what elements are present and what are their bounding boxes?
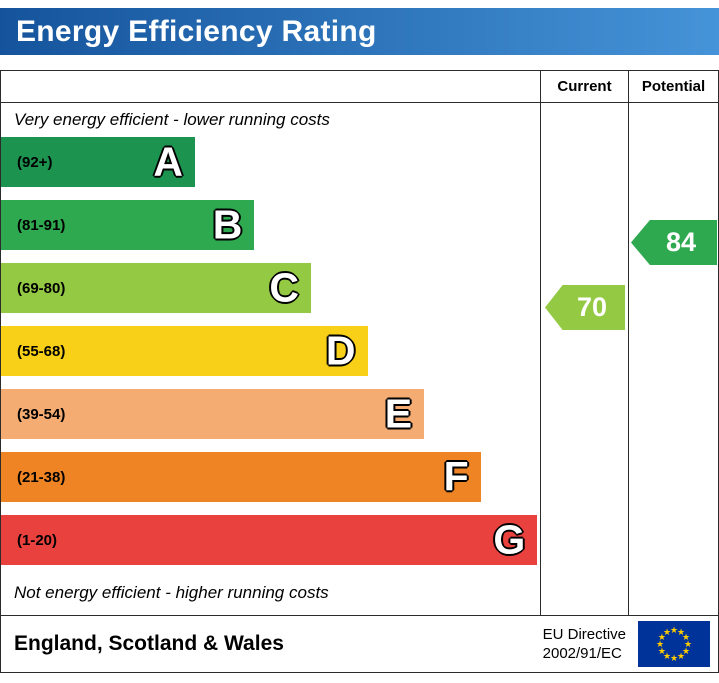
svg-text:★: ★: [677, 627, 685, 637]
svg-text:★: ★: [663, 651, 671, 661]
band-e: (39-54) E: [1, 389, 425, 439]
svg-text:★: ★: [658, 646, 666, 656]
column-header-current: Current: [557, 78, 612, 95]
region-label: England, Scotland & Wales: [14, 632, 284, 655]
band-g: (1-20) G: [1, 515, 538, 565]
band-f: (21-38) F: [1, 452, 481, 502]
svg-text:★: ★: [658, 632, 666, 642]
column-header-potential: Potential: [641, 78, 706, 95]
band-letter: C: [269, 264, 299, 311]
eu-flag-icon: ★★★★★★★★★★★★: [638, 621, 710, 667]
svg-text:★: ★: [677, 651, 685, 661]
band-letter: B: [212, 201, 243, 248]
band-d: (55-68) D: [1, 326, 368, 376]
band-range: (92+): [17, 153, 53, 171]
svg-text:★: ★: [656, 639, 664, 649]
band-letter: A: [153, 138, 184, 185]
page-title: Energy Efficiency Rating: [16, 14, 377, 48]
band-range: (1-20): [17, 531, 58, 549]
column-header-row: Current Potential: [1, 71, 718, 103]
band-range: (55-68): [17, 342, 66, 360]
eu-flag-field: [638, 621, 710, 667]
potential-indicator: 84: [631, 220, 717, 265]
energy-rating-chart: Current Potential Very energy efficient …: [0, 70, 719, 616]
title-bar: Energy Efficiency Rating: [0, 8, 719, 55]
current-indicator: 70: [545, 285, 625, 330]
band-a: (92+) A: [1, 137, 196, 187]
band-range: (39-54): [17, 405, 66, 423]
band-b: (81-91) B: [1, 200, 255, 250]
svg-text:★: ★: [670, 653, 678, 663]
band-letter: D: [325, 327, 356, 374]
eu-directive-line1: EU Directive: [542, 625, 626, 643]
current-value: 70: [576, 292, 608, 322]
svg-text:★: ★: [663, 627, 671, 637]
band-range: (21-38): [17, 468, 66, 486]
band-letter: G: [493, 516, 526, 563]
svg-text:★: ★: [670, 625, 678, 635]
eu-directive-line2: 2002/91/EC: [542, 645, 622, 662]
bottom-note: Not energy efficient - higher running co…: [14, 583, 329, 602]
bands-area: Very energy efficient - lower running co…: [1, 103, 540, 608]
column-divider: [628, 71, 629, 615]
potential-value: 84: [665, 227, 697, 257]
eu-directive-text: EU Directive 2002/91/EC: [543, 625, 626, 664]
svg-text:★: ★: [682, 646, 690, 656]
band-letter: E: [384, 390, 413, 437]
band-range: (69-80): [17, 279, 66, 297]
top-note: Very energy efficient - lower running co…: [14, 110, 330, 129]
svg-text:★: ★: [684, 639, 692, 649]
band-letter: F: [443, 453, 469, 500]
svg-text:★: ★: [682, 632, 690, 642]
footer: England, Scotland & Wales EU Directive 2…: [0, 616, 719, 673]
band-range: (81-91): [17, 216, 66, 234]
column-divider: [540, 71, 541, 615]
band-c: (69-80) C: [1, 263, 311, 313]
